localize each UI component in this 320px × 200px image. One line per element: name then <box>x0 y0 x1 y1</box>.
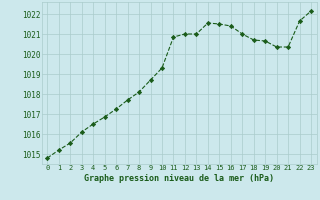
X-axis label: Graphe pression niveau de la mer (hPa): Graphe pression niveau de la mer (hPa) <box>84 174 274 183</box>
